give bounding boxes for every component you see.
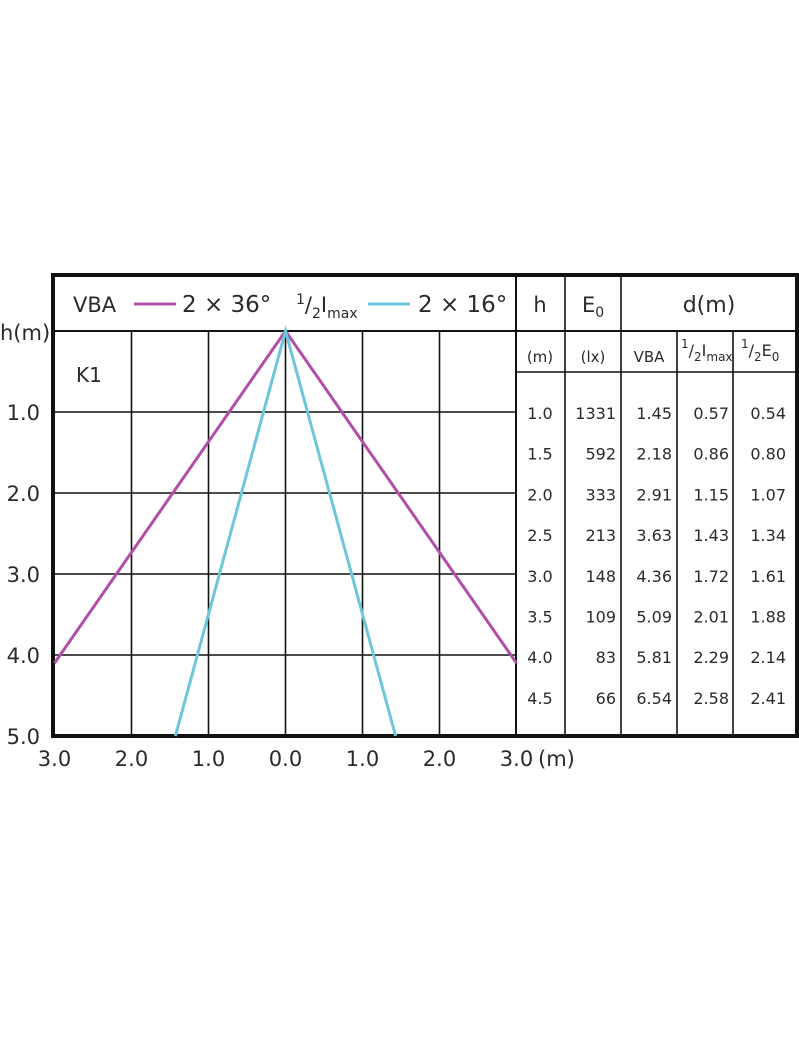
series-line-half-imax — [173, 325, 398, 737]
x-tick-label: 2.0 — [423, 747, 456, 771]
table-cell-vba: 6.54 — [636, 689, 672, 708]
table-cell-half-e0: 0.54 — [750, 404, 786, 423]
table-header-h: h — [533, 293, 546, 317]
table-cell-vba: 4.36 — [636, 567, 672, 586]
table-cell-h: 3.5 — [527, 608, 552, 627]
legend-half-imax-label: 2 × 16° — [418, 292, 507, 318]
table-cell-half-imax: 2.01 — [693, 608, 729, 627]
y-axis-title: h(m) — [0, 321, 50, 345]
table-cell-h: 3.0 — [527, 567, 552, 586]
table-cell-e0: 148 — [585, 567, 616, 586]
table-cell-half-e0: 1.61 — [750, 567, 786, 586]
table-cell-e0: 83 — [596, 648, 616, 667]
table-cell-half-e0: 1.34 — [750, 526, 786, 545]
y-tick-label: 4.0 — [7, 644, 40, 668]
series-lines — [53, 325, 518, 737]
table-cell-half-imax: 0.86 — [693, 445, 729, 464]
x-tick-label: 1.0 — [192, 747, 225, 771]
table-cell-h: 4.5 — [527, 689, 552, 708]
table-header-e0: E0 — [582, 293, 604, 321]
x-tick-label: 1.0 — [346, 747, 379, 771]
x-tick-label: 2.0 — [115, 747, 148, 771]
x-tick-label: 3.0 — [500, 747, 533, 771]
table-cell-vba: 1.45 — [636, 404, 672, 423]
y-tick-label: 1.0 — [7, 401, 40, 425]
x-axis-unit: (m) — [538, 747, 575, 771]
y-tick-label: 3.0 — [7, 563, 40, 587]
table-cell-e0: 333 — [585, 485, 616, 504]
table-cell-half-e0: 1.07 — [750, 485, 786, 504]
table-cell-half-imax: 1.15 — [693, 485, 729, 504]
table-cell-e0: 1331 — [575, 404, 616, 423]
table-cell-half-imax: 2.29 — [693, 648, 729, 667]
table-cell-half-e0: 2.41 — [750, 689, 786, 708]
table-cell-e0: 592 — [585, 445, 616, 464]
table-cell-e0: 213 — [585, 526, 616, 545]
table-cell-half-imax: 0.57 — [693, 404, 729, 423]
legend-vba-label: 2 × 36° — [182, 292, 271, 318]
table-header-half-e0: 1/2E0 — [741, 337, 779, 364]
chart-frame — [51, 273, 799, 738]
table-cell-vba: 2.91 — [636, 485, 672, 504]
table-header-e0-unit: (lx) — [581, 348, 606, 366]
y-tick-label: 2.0 — [7, 482, 40, 506]
table-cell-vba: 5.81 — [636, 648, 672, 667]
table-header-vba: VBA — [634, 348, 666, 366]
table-cell-half-e0: 1.88 — [750, 608, 786, 627]
table-cell-h: 1.0 — [527, 404, 552, 423]
table-cell-half-e0: 0.80 — [750, 445, 786, 464]
table-cell-half-e0: 2.14 — [750, 648, 786, 667]
table-header-d: d(m) — [683, 293, 736, 318]
y-tick-label: 5.0 — [7, 725, 40, 749]
table-header-half-imax: 1/2Imax — [681, 337, 733, 364]
legend: VBA 2 × 36° 1/2Imax 2 × 16° K1 — [73, 292, 507, 387]
data-table: h (m) E0 (lx) d(m) VBA 1/2Imax 1/2E0 1.0 1331 1.45… — [516, 275, 797, 736]
table-cell-h: 1.5 — [527, 445, 552, 464]
table-cell-e0: 109 — [585, 608, 616, 627]
table-cell-vba: 5.09 — [636, 608, 672, 627]
table-cell-h: 2.0 — [527, 485, 552, 504]
table-cell-vba: 3.63 — [636, 526, 672, 545]
table-cell-half-imax: 1.72 — [693, 567, 729, 586]
table-cell-h: 2.5 — [527, 526, 552, 545]
x-tick-label: 0.0 — [269, 747, 302, 771]
panel-label-k1: K1 — [76, 363, 102, 387]
table-cell-h: 4.0 — [527, 648, 552, 667]
x-tick-label: 3.0 — [38, 747, 71, 771]
axes: h(m)1.02.03.04.05.03.0 2.0 1.0 0.0 1.0 2.0 3.0… — [0, 321, 575, 771]
legend-half-imax-name: 1/2Imax — [296, 292, 358, 322]
legend-vba-name: VBA — [73, 293, 117, 317]
table-cell-vba: 2.18 — [636, 445, 672, 464]
table-cell-half-imax: 2.58 — [693, 689, 729, 708]
table-header-h-unit: (m) — [527, 348, 553, 366]
table-cell-half-imax: 1.43 — [693, 526, 729, 545]
table-cell-e0: 66 — [596, 689, 616, 708]
plot-grid — [53, 275, 797, 736]
